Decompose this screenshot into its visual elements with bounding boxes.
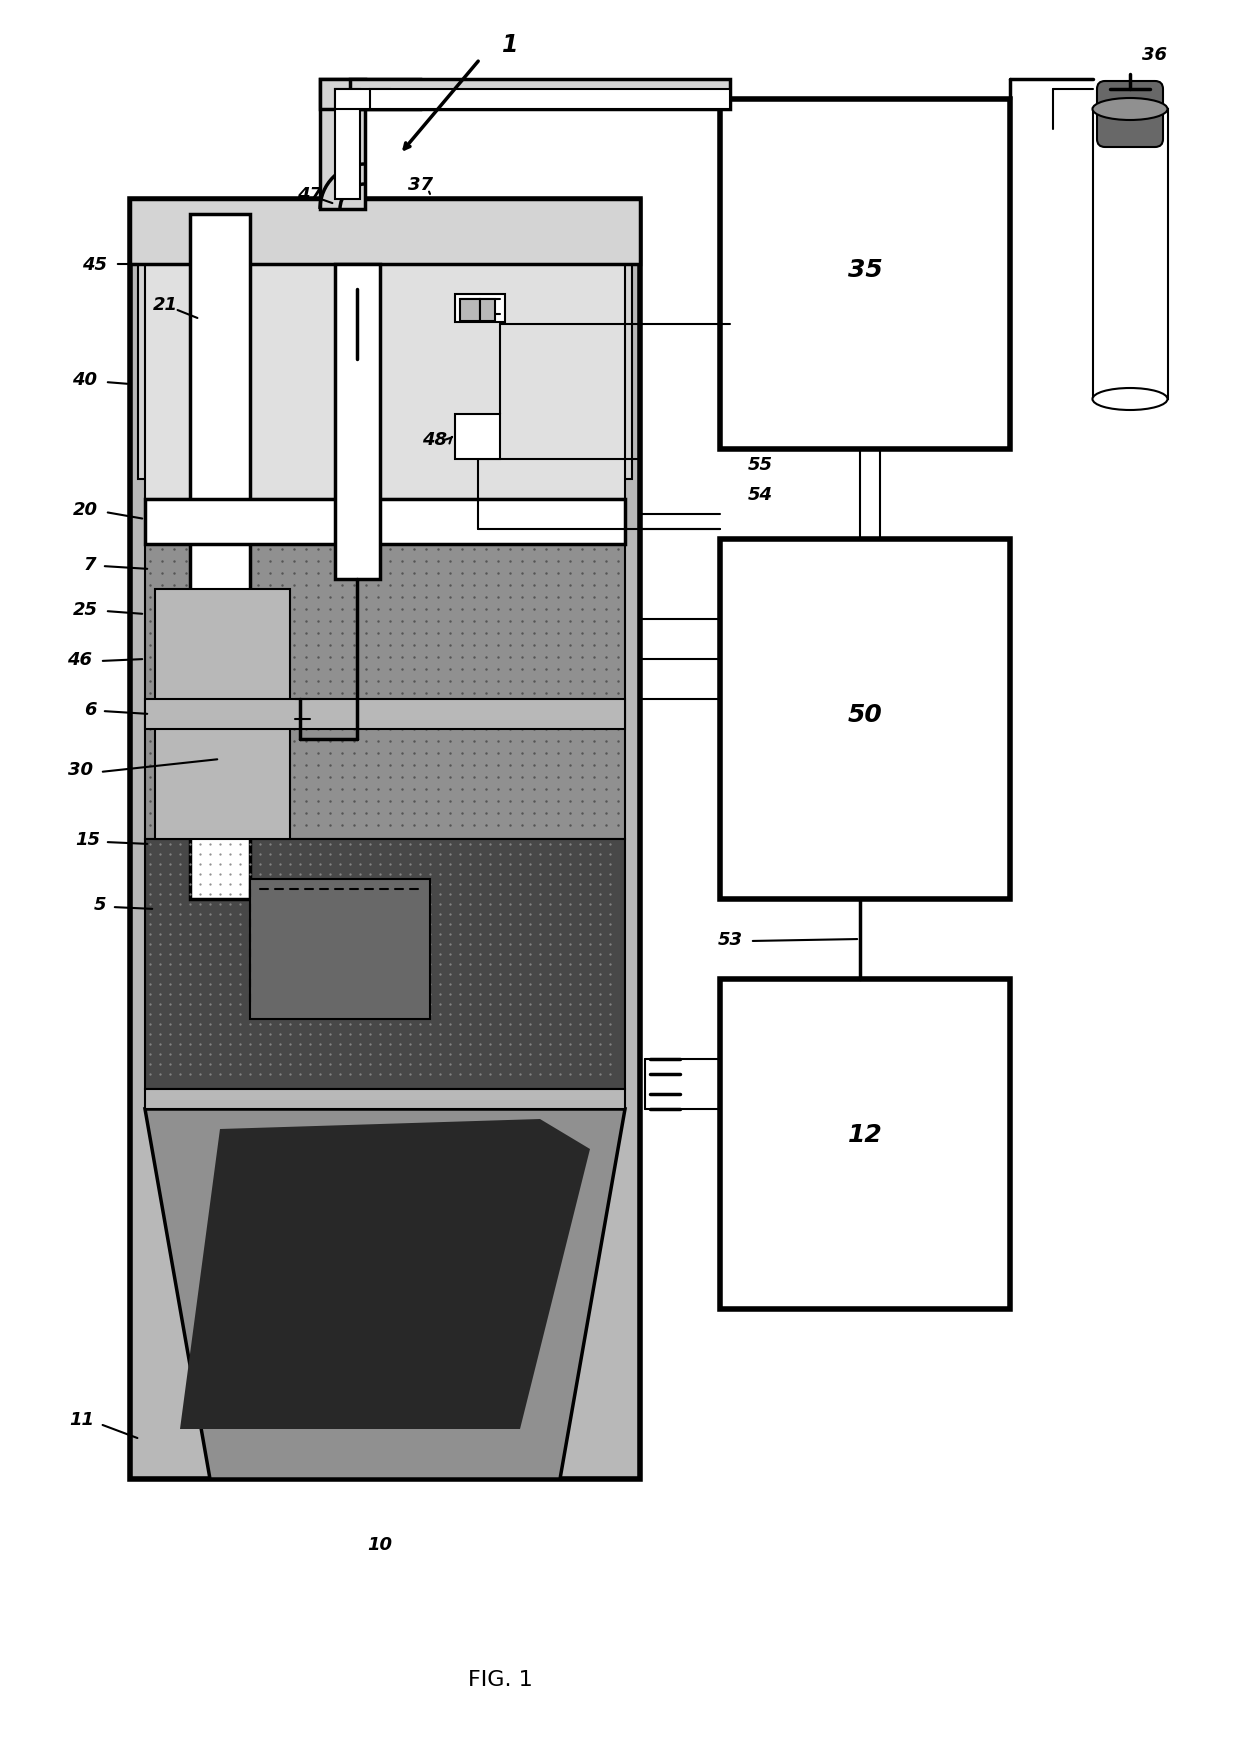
Text: 11: 11 — [69, 1411, 94, 1429]
Text: 36: 36 — [1142, 46, 1168, 63]
FancyBboxPatch shape — [1097, 82, 1163, 147]
Text: 6: 6 — [84, 700, 97, 718]
Text: 46: 46 — [67, 651, 93, 669]
Text: 20: 20 — [72, 500, 98, 519]
Bar — [720, 100, 1011, 449]
Bar — [130, 200, 640, 1479]
Bar — [145, 700, 625, 730]
Text: 12: 12 — [848, 1123, 883, 1146]
Text: 21: 21 — [153, 297, 177, 314]
Bar — [250, 879, 430, 1020]
Ellipse shape — [1092, 98, 1168, 121]
Bar — [145, 839, 625, 1090]
Text: 50: 50 — [848, 702, 883, 727]
Bar — [145, 265, 625, 500]
Polygon shape — [180, 1120, 590, 1429]
Bar — [320, 81, 365, 211]
Bar — [145, 1090, 625, 1109]
Bar — [145, 500, 625, 544]
Text: 35: 35 — [848, 258, 883, 283]
Text: 10: 10 — [367, 1536, 393, 1553]
Text: 5: 5 — [94, 895, 107, 914]
Text: 55: 55 — [748, 456, 773, 474]
Bar — [1092, 111, 1168, 400]
Text: 30: 30 — [67, 760, 93, 779]
Bar — [190, 214, 250, 900]
Text: 37: 37 — [408, 176, 433, 193]
Bar — [145, 544, 625, 839]
Bar — [720, 541, 1011, 900]
Text: 45: 45 — [83, 256, 108, 274]
Bar — [130, 200, 640, 265]
Bar — [480, 300, 495, 321]
Text: 7: 7 — [84, 556, 97, 574]
Text: 47: 47 — [298, 186, 322, 204]
Text: 1: 1 — [502, 33, 518, 56]
Bar — [320, 81, 420, 111]
Bar — [155, 590, 290, 839]
Text: 40: 40 — [72, 370, 98, 390]
Text: 53: 53 — [718, 930, 743, 948]
Bar — [350, 81, 730, 111]
Text: 15: 15 — [76, 830, 100, 848]
Bar — [370, 90, 730, 111]
Bar — [455, 295, 505, 323]
Bar — [460, 300, 480, 321]
Polygon shape — [145, 1109, 625, 1479]
Bar — [335, 90, 391, 111]
Bar — [455, 414, 500, 460]
Text: FIG. 1: FIG. 1 — [467, 1669, 532, 1688]
Bar — [335, 265, 379, 579]
Text: 54: 54 — [748, 486, 773, 504]
Bar — [720, 979, 1011, 1309]
Bar — [138, 207, 632, 479]
Ellipse shape — [1092, 390, 1168, 411]
Text: 48: 48 — [423, 430, 448, 449]
Bar — [335, 90, 360, 200]
Text: 25: 25 — [72, 600, 98, 620]
